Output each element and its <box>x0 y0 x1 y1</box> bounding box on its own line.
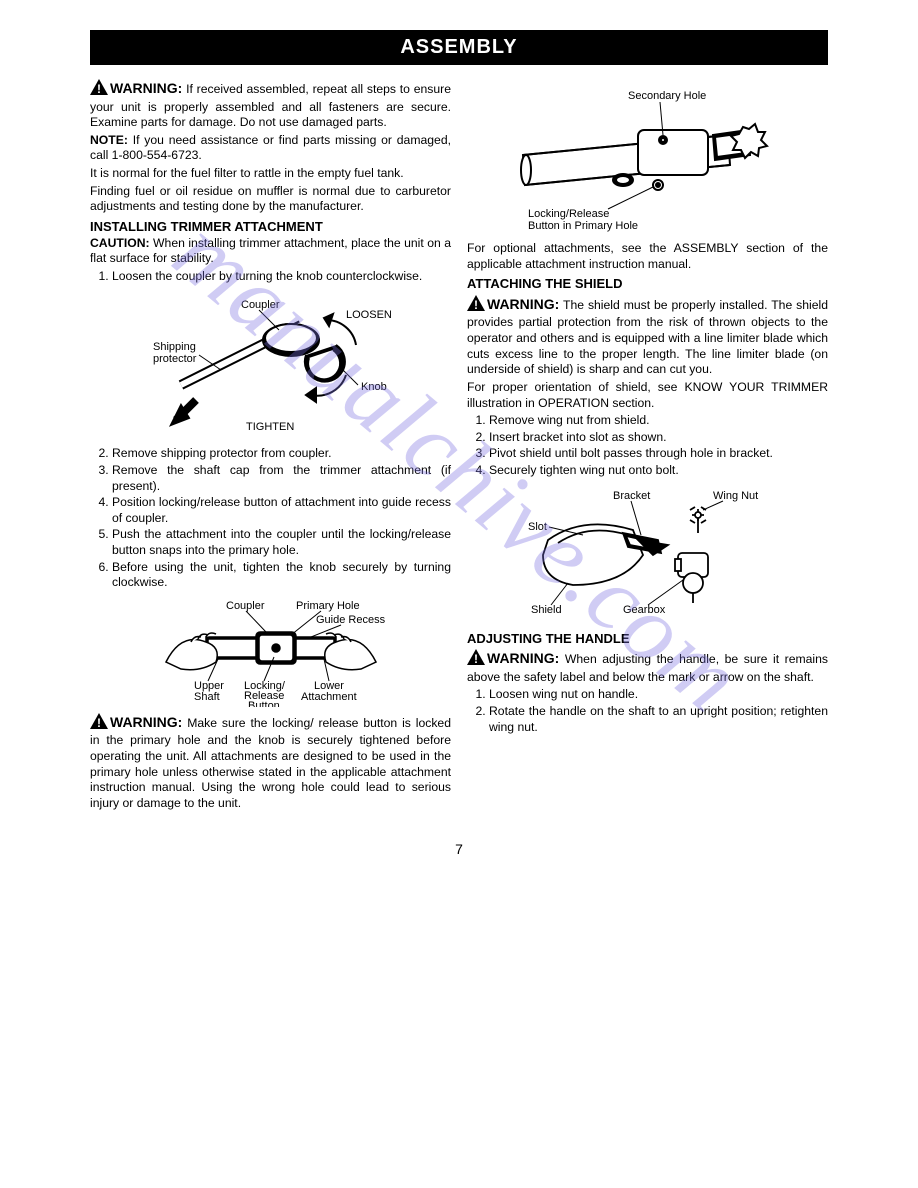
warning-triangle-icon-2: ! <box>90 713 108 734</box>
right-column: Secondary Hole Locking/Release Button in… <box>467 79 828 811</box>
coupler-diagram-icon: Coupler LOOSEN Shipping protector TIGHTE… <box>151 290 391 440</box>
label-loosen: LOOSEN <box>346 309 391 321</box>
label-gearbox: Gearbox <box>623 604 666 616</box>
label-bracket: Bracket <box>613 490 650 502</box>
caution-line: CAUTION: When installing trimmer attachm… <box>90 236 451 267</box>
figure-shaft: Secondary Hole Locking/Release Button in… <box>467 85 828 235</box>
fuel-para: It is normal for the fuel filter to ratt… <box>90 166 451 182</box>
warning-1-label: WARNING: <box>110 80 182 96</box>
caution-label: CAUTION: <box>90 236 150 250</box>
label-lockrel1: Locking/Release <box>528 208 609 220</box>
warning-3-label: WARNING: <box>487 296 559 312</box>
install-step-4: Position locking/release button of attac… <box>112 495 451 526</box>
label-upper2: Shaft <box>194 691 220 703</box>
hands-diagram-icon: Coupler Primary Hole Guide Recess Upper … <box>146 597 396 707</box>
warning-2: ! WARNING: Make sure the locking/ releas… <box>90 713 451 812</box>
label-primary: Primary Hole <box>296 600 360 612</box>
svg-text:!: ! <box>474 298 478 311</box>
warning-3: ! WARNING: The shield must be properly i… <box>467 295 828 378</box>
page-root: ASSEMBLY ! WARNING: If received assemble… <box>0 0 918 877</box>
shield-steps: Remove wing nut from shield. Insert brac… <box>467 413 828 478</box>
label-ship1: Shipping <box>153 341 196 353</box>
shield-diagram-icon: Bracket Wing Nut Slot Shield Gearbox <box>523 485 773 625</box>
attach-heading: ATTACHING THE SHIELD <box>467 276 828 293</box>
label-guide: Guide Recess <box>316 614 386 626</box>
figure-shield: Bracket Wing Nut Slot Shield Gearbox <box>467 485 828 625</box>
svg-text:!: ! <box>474 652 478 665</box>
label-coupler2: Coupler <box>226 600 265 612</box>
adjust-step-2: Rotate the handle on the shaft to an upr… <box>489 704 828 735</box>
shaft-diagram-icon: Secondary Hole Locking/Release Button in… <box>518 85 778 235</box>
label-lock3: Button <box>248 700 280 707</box>
warning-1: ! WARNING: If received assembled, repeat… <box>90 79 451 131</box>
warning-triangle-icon: ! <box>90 79 108 100</box>
assembly-header: ASSEMBLY <box>90 30 828 65</box>
install-step-5: Push the attachment into the coupler unt… <box>112 527 451 558</box>
svg-text:!: ! <box>97 716 101 729</box>
label-lower2: Attachment <box>301 691 357 703</box>
install-step-2: Remove shipping protector from coupler. <box>112 446 451 462</box>
label-shield: Shield <box>531 604 562 616</box>
shield-step-4: Securely tighten wing nut onto bolt. <box>489 463 828 479</box>
install-step-3: Remove the shaft cap from the trimmer at… <box>112 463 451 494</box>
shield-step-3: Pivot shield until bolt passes through h… <box>489 446 828 462</box>
warning-4-label: WARNING: <box>487 650 559 666</box>
label-ship2: protector <box>153 353 197 365</box>
shield-step-1: Remove wing nut from shield. <box>489 413 828 429</box>
label-knob: Knob <box>361 381 387 393</box>
label-tighten: TIGHTEN <box>246 421 294 433</box>
page-number: 7 <box>90 841 828 857</box>
warning-triangle-icon-4: ! <box>467 649 485 670</box>
warning-4: ! WARNING: When adjusting the handle, be… <box>467 649 828 685</box>
figure-hands: Coupler Primary Hole Guide Recess Upper … <box>90 597 451 707</box>
svg-text:!: ! <box>97 82 101 95</box>
adjust-step-1: Loosen wing nut on handle. <box>489 687 828 703</box>
warning-2-label: WARNING: <box>110 714 182 730</box>
oil-para: Finding fuel or oil residue on muffler i… <box>90 184 451 215</box>
optional-para: For optional attachments, see the ASSEMB… <box>467 241 828 272</box>
adjust-steps: Loosen wing nut on handle. Rotate the ha… <box>467 687 828 735</box>
note-line: NOTE: If you need assistance or find par… <box>90 133 451 164</box>
shield-step-2: Insert bracket into slot as shown. <box>489 430 828 446</box>
note-label: NOTE: <box>90 133 128 147</box>
note-text: If you need assistance or find parts mis… <box>90 133 451 163</box>
orient-para: For proper orientation of shield, see KN… <box>467 380 828 411</box>
install-step-1: Loosen the coupler by turning the knob c… <box>112 269 451 285</box>
label-wingnut: Wing Nut <box>713 490 758 502</box>
label-coupler: Coupler <box>241 299 280 311</box>
adjust-heading: ADJUSTING THE HANDLE <box>467 631 828 648</box>
figure-coupler: Coupler LOOSEN Shipping protector TIGHTE… <box>90 290 451 440</box>
label-slot: Slot <box>528 521 547 533</box>
install-step-6: Before using the unit, tighten the knob … <box>112 560 451 591</box>
label-lockrel2: Button in Primary Hole <box>528 220 638 232</box>
install-heading: INSTALLING TRIMMER ATTACHMENT <box>90 219 451 236</box>
left-column: ! WARNING: If received assembled, repeat… <box>90 79 451 811</box>
warning-triangle-icon-3: ! <box>467 295 485 316</box>
install-steps-1: Loosen the coupler by turning the knob c… <box>90 269 451 285</box>
install-steps-2-6: Remove shipping protector from coupler. … <box>90 446 451 590</box>
two-columns: ! WARNING: If received assembled, repeat… <box>90 79 828 811</box>
label-secondary: Secondary Hole <box>628 90 706 102</box>
